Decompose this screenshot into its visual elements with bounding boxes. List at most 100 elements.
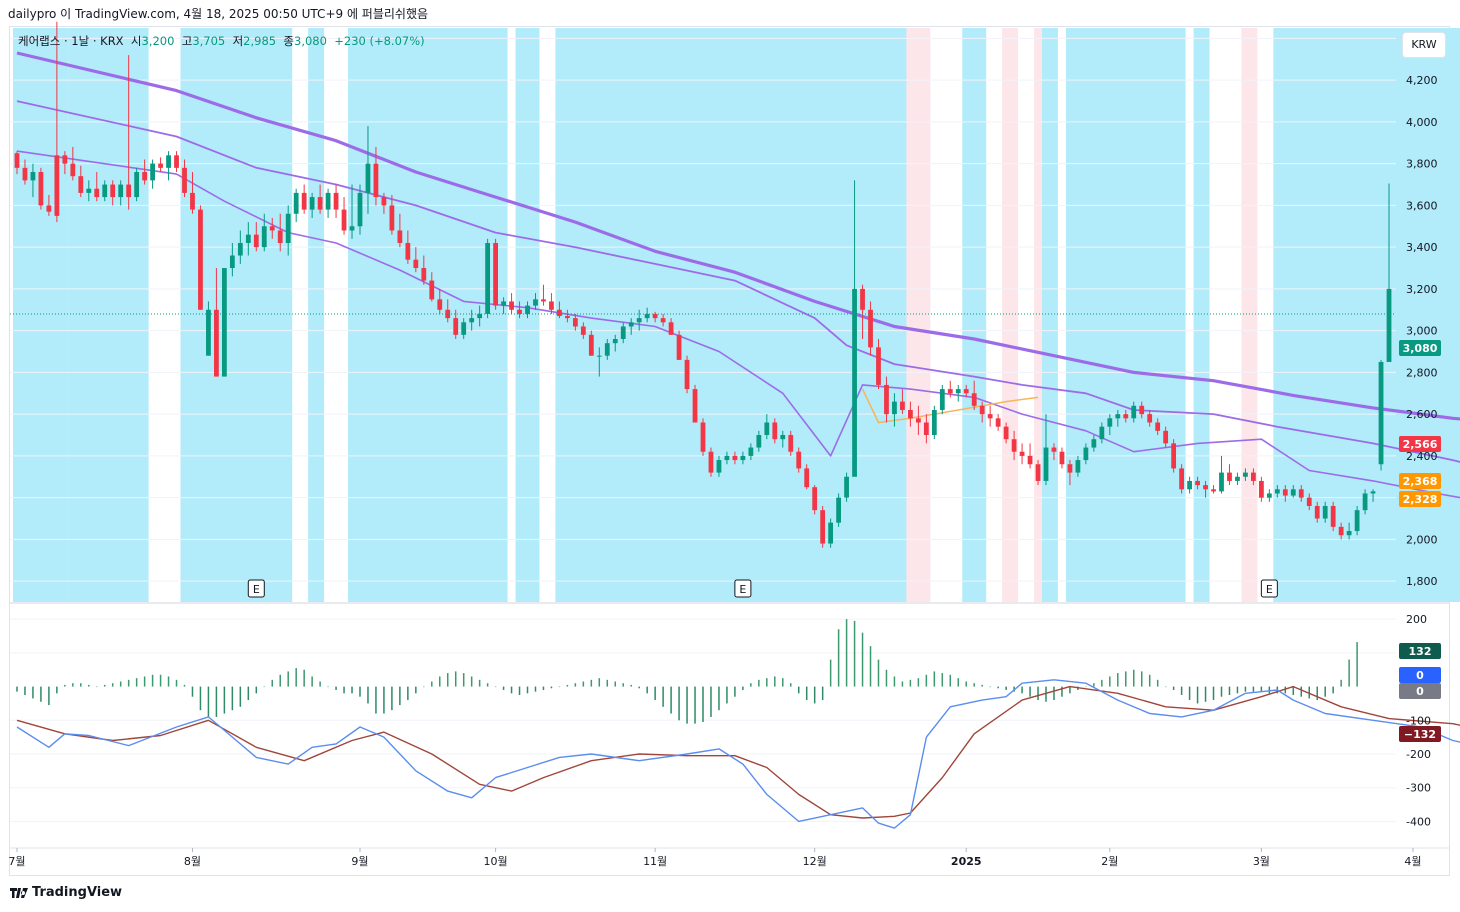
candle-133 [1075, 455, 1081, 477]
candle-body [1099, 426, 1105, 440]
time-tick-label-7: 2월 [1101, 855, 1118, 868]
price-tick-label: 3,400 [1406, 241, 1438, 254]
candle-129 [1043, 414, 1049, 486]
bg-zone-9 [1002, 28, 1019, 602]
histogram-bar-13 [119, 681, 122, 687]
candle-body [596, 355, 602, 357]
currency-button[interactable]: KRW [1402, 32, 1446, 58]
earnings-label: E [739, 583, 746, 596]
candle-body [636, 318, 642, 323]
candle-body [453, 318, 459, 335]
candle-6 [62, 151, 68, 175]
histogram-bar-128 [1037, 686, 1039, 701]
histogram-bar-20 [175, 679, 178, 687]
price-axis: 1,8002,0002,2002,4002,6002,8003,0003,200… [1406, 32, 1438, 588]
candle-86 [700, 418, 706, 456]
candle-59 [485, 238, 491, 319]
candle-130 [1051, 443, 1057, 461]
candle-body [1290, 489, 1296, 496]
candle-body [525, 305, 530, 314]
candle-body [317, 197, 323, 210]
candle-78 [636, 309, 642, 331]
histogram-bar-165 [1332, 686, 1334, 694]
histogram-bar-168 [1356, 642, 1358, 687]
candle-93 [756, 430, 762, 452]
candle-156 [1258, 476, 1264, 502]
candle-118 [955, 384, 961, 402]
candle-68 [557, 301, 562, 319]
candle-body [572, 318, 578, 327]
candle-body [142, 172, 148, 181]
candle-body [557, 309, 562, 317]
tag-label: 3,080 [1403, 342, 1438, 355]
time-tick-label-5: 12월 [803, 855, 827, 868]
histogram-bar-25 [215, 686, 218, 717]
footer-brand[interactable]: TradingView [10, 885, 122, 900]
candle-113 [915, 405, 921, 436]
candle-162 [1306, 493, 1312, 511]
open-value: 3,200 [141, 34, 175, 48]
candle-body [971, 393, 977, 406]
candle-53 [437, 288, 443, 314]
histogram-bar-10 [96, 686, 98, 688]
histogram-bar-101 [821, 686, 824, 701]
candle-body [1139, 405, 1145, 415]
candle-48 [397, 213, 403, 248]
candle-body [493, 242, 498, 306]
candle-body [900, 401, 905, 410]
candle-36 [301, 184, 307, 214]
tag-box [1399, 683, 1441, 699]
histogram-bar-35 [295, 668, 297, 687]
candle-body [1115, 414, 1121, 419]
bg-zone-13 [1193, 28, 1210, 602]
candle-159 [1282, 485, 1288, 502]
candle-111 [900, 389, 905, 415]
histogram-bar-32 [271, 679, 273, 687]
histogram-bar-38 [319, 681, 321, 687]
candle-body [1306, 497, 1312, 506]
macd-tick-label: -300 [1406, 782, 1431, 795]
candle-45 [373, 146, 379, 206]
tag-box [1399, 473, 1441, 489]
histogram-bar-80 [654, 686, 656, 701]
bg-zone-2 [180, 28, 293, 602]
candle-143 [1155, 418, 1161, 436]
candle-body [676, 334, 682, 360]
candle-142 [1147, 409, 1153, 427]
candle-84 [684, 355, 690, 394]
candle-body [812, 487, 818, 511]
candle-29 [245, 222, 251, 256]
histogram-bar-129 [1045, 686, 1047, 702]
histogram-bar-156 [1260, 686, 1263, 692]
candle-body [62, 155, 68, 164]
histogram-bar-65 [534, 686, 537, 692]
histogram-bar-109 [885, 669, 888, 687]
candle-body [939, 389, 945, 410]
candle-100 [812, 485, 818, 515]
candle-body [620, 326, 626, 340]
candle-body [253, 234, 259, 248]
candle-46 [381, 192, 387, 214]
candle-body [652, 313, 658, 319]
symbol-name[interactable]: 케어랩스 · 1날 · KRX [18, 34, 124, 48]
candle-148 [1195, 476, 1200, 490]
candle-38 [317, 184, 323, 214]
candle-body [221, 268, 227, 377]
candle-body [1059, 451, 1065, 465]
histogram-bar-4 [48, 686, 50, 706]
histogram-bar-131 [1061, 686, 1063, 697]
histogram-bar-67 [550, 686, 553, 689]
candle-44 [365, 126, 371, 214]
candle-body [421, 268, 427, 281]
open-label: 시 [130, 34, 142, 48]
histogram-bar-93 [758, 679, 760, 687]
candle-54 [445, 299, 451, 323]
candle-65 [533, 293, 538, 310]
candle-body [1091, 439, 1097, 448]
histogram-bar-153 [1236, 686, 1239, 694]
candle-33 [277, 213, 283, 252]
candle-body [1011, 439, 1017, 452]
candle-107 [868, 301, 873, 356]
candle-body [1019, 451, 1025, 456]
